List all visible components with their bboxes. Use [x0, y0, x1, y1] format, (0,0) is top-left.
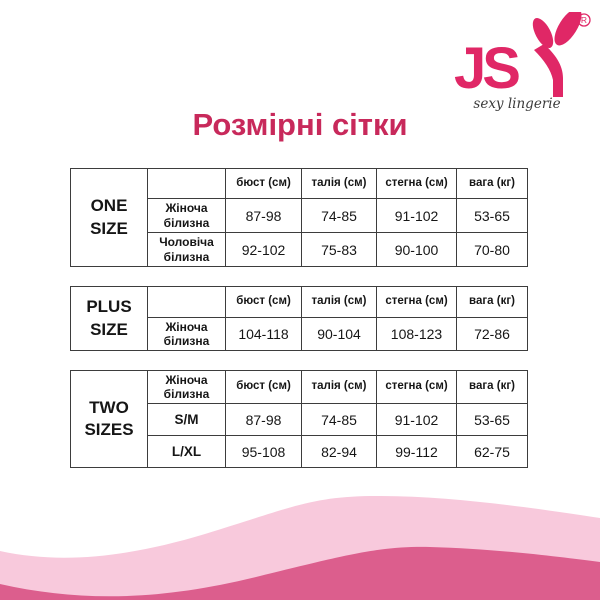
table-row: Чоловіча білизна 92-102 75-83 90-100 70-… [71, 232, 528, 267]
column-header: стегна (см) [376, 370, 457, 404]
table-header-row: TWO SIZES Жіноча білизна бюст (см) талія… [70, 370, 528, 468]
logo-y-stem-icon [534, 44, 563, 97]
size-group-label: ONE SIZE [70, 168, 148, 267]
table-header-row: ONE SIZE бюст (см) талія (см) стегна (см… [70, 168, 528, 267]
value-cell: 90-104 [301, 317, 377, 351]
table-row: L/XL 95-108 82-94 99-112 62-75 [71, 435, 528, 468]
value-cell: 72-86 [456, 317, 528, 351]
table-header-row: PLUS SIZE бюст (см) талія (см) стегна (с… [70, 286, 528, 351]
value-cell: 91-102 [376, 403, 457, 436]
logo-leaf-left-icon [532, 18, 554, 48]
value-cell: 104-118 [225, 317, 302, 351]
column-header: вага (кг) [456, 370, 528, 404]
column-header: вага (кг) [456, 168, 528, 199]
column-header: бюст (см) [225, 370, 302, 404]
value-cell: 75-83 [301, 232, 377, 267]
column-header: бюст (см) [225, 286, 302, 318]
value-cell: 92-102 [225, 232, 302, 267]
value-cell: 82-94 [301, 435, 377, 468]
logo-js-text: JS [454, 36, 519, 101]
registered-mark-circle-icon [577, 13, 591, 27]
column-header [147, 168, 226, 199]
column-header: вага (кг) [456, 286, 528, 318]
value-cell: 53-65 [456, 198, 528, 233]
wave-dark [0, 546, 600, 600]
size-group-label: PLUS SIZE [70, 286, 148, 351]
column-header: стегна (см) [376, 168, 457, 199]
row-label: L/XL [147, 435, 226, 468]
value-cell: 74-85 [301, 198, 377, 233]
value-cell: 90-100 [376, 232, 457, 267]
brand-logo: JS R sexy lingerie [454, 12, 591, 112]
column-header: талія (см) [301, 168, 377, 199]
value-cell: 62-75 [456, 435, 528, 468]
table-row: Жіноча білизна 104-118 90-104 108-123 72… [71, 317, 528, 351]
plus-size-table: PLUS SIZE бюст (см) талія (см) стегна (с… [70, 286, 528, 351]
value-cell: 95-108 [225, 435, 302, 468]
value-cell: 87-98 [225, 198, 302, 233]
value-cell: 91-102 [376, 198, 457, 233]
value-cell: 108-123 [376, 317, 457, 351]
column-header: бюст (см) [225, 168, 302, 199]
logo-tagline: sexy lingerie [473, 96, 560, 112]
table-row: Жіноча білизна 87-98 74-85 91-102 53-65 [71, 198, 528, 233]
table-row: S/M 87-98 74-85 91-102 53-65 [71, 403, 528, 436]
column-header: талія (см) [301, 370, 377, 404]
logo-leaf-right-icon [554, 12, 582, 46]
registered-mark-letter: R [581, 15, 587, 25]
row-label: S/M [147, 403, 226, 436]
column-header: Жіноча білизна [147, 370, 226, 404]
value-cell: 87-98 [225, 403, 302, 436]
column-header: стегна (см) [376, 286, 457, 318]
bottom-wave-decoration [0, 495, 600, 600]
value-cell: 70-80 [456, 232, 528, 267]
value-cell: 74-85 [301, 403, 377, 436]
row-label: Жіноча білизна [147, 198, 226, 233]
column-header [147, 286, 226, 318]
size-group-label: TWO SIZES [70, 370, 148, 468]
one-size-table: ONE SIZE бюст (см) талія (см) стегна (см… [70, 168, 528, 267]
page-title: Розмірні сітки [192, 107, 408, 142]
value-cell: 53-65 [456, 403, 528, 436]
two-sizes-table: TWO SIZES Жіноча білизна бюст (см) талія… [70, 370, 528, 468]
column-header: талія (см) [301, 286, 377, 318]
row-label: Чоловіча білизна [147, 232, 226, 267]
row-label: Жіноча білизна [147, 317, 226, 351]
